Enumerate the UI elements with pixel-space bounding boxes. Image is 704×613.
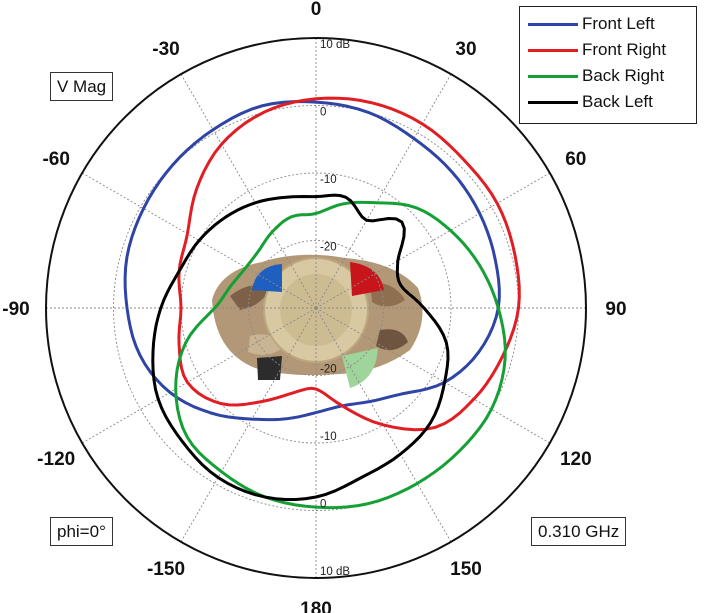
legend-item: Front Left bbox=[520, 11, 696, 37]
helmet-camo-patch-1 bbox=[230, 285, 270, 310]
legend-label: Back Left bbox=[582, 92, 653, 111]
legend-label: Back Right bbox=[582, 66, 665, 85]
grid-spoke bbox=[180, 307, 317, 543]
series-line-front-right bbox=[177, 96, 521, 432]
marker-front-left bbox=[252, 264, 282, 292]
legend-swatch bbox=[528, 48, 578, 52]
marker-back-left bbox=[257, 356, 282, 380]
grid-spoke bbox=[315, 307, 551, 444]
radial-label-top: -20 bbox=[320, 242, 337, 254]
frequency-label: 0.310 GHz bbox=[531, 517, 627, 546]
angle-label: 30 bbox=[455, 39, 476, 60]
radial-label-bottom: -20 bbox=[320, 364, 337, 376]
angle-label: 180 bbox=[300, 599, 332, 613]
angle-label: 0 bbox=[311, 0, 322, 20]
angle-label: 90 bbox=[605, 299, 626, 320]
angle-label: 150 bbox=[450, 559, 482, 580]
legend-label: Front Left bbox=[582, 14, 655, 33]
radial-label-bottom: 10 dB bbox=[320, 566, 350, 578]
quantity-label: V Mag bbox=[50, 72, 114, 101]
angle-label: -120 bbox=[37, 449, 75, 470]
grid-spoke bbox=[180, 73, 317, 309]
legend-swatch bbox=[528, 100, 578, 104]
series-line-back-right bbox=[174, 200, 507, 510]
marker-front-right bbox=[350, 262, 384, 296]
cut-label: phi=0° bbox=[50, 517, 113, 546]
helmet-camo-patch-4 bbox=[376, 329, 408, 351]
legend-item: Back Right bbox=[520, 63, 696, 89]
grid-spoke bbox=[315, 172, 551, 309]
radial-label-top: 0 bbox=[320, 107, 326, 119]
angle-label: 120 bbox=[560, 449, 592, 470]
series-line-front-left bbox=[123, 100, 501, 422]
radial-label-bottom: -10 bbox=[320, 431, 337, 443]
outer-ring bbox=[45, 37, 587, 579]
legend-item: Front Right bbox=[520, 37, 696, 63]
series-lines bbox=[123, 96, 521, 510]
grid-spoke bbox=[315, 307, 452, 543]
helmet-image bbox=[212, 254, 423, 388]
grid-spoke bbox=[81, 172, 317, 309]
radial-label-top: 10 dB bbox=[320, 39, 350, 51]
angle-label: -60 bbox=[42, 149, 69, 170]
legend-swatch bbox=[528, 74, 578, 78]
radial-label-top: -10 bbox=[320, 174, 337, 186]
polar-grid bbox=[45, 37, 587, 579]
angle-label: -150 bbox=[147, 559, 185, 580]
grid-circle bbox=[180, 172, 452, 444]
radial-label-bottom: 0 bbox=[320, 499, 326, 511]
grid-circle bbox=[248, 240, 384, 376]
legend: Front Left Front Right Back Right Back Left bbox=[519, 6, 697, 124]
series-line-back-left bbox=[151, 193, 450, 501]
grid-spoke bbox=[315, 73, 452, 309]
radial-labels: 10 dB 10 dB 0 0 -10 -10 -20 -20 bbox=[320, 39, 350, 578]
grid-spoke bbox=[81, 307, 317, 444]
angle-labels: 0 30 60 90 120 150 180 -150 -120 -90 -60 -30 bbox=[2, 0, 626, 613]
legend-label: Front Right bbox=[582, 40, 667, 59]
marker-back-right bbox=[342, 348, 378, 388]
angle-label: -30 bbox=[152, 39, 179, 60]
legend-swatch bbox=[528, 22, 578, 26]
legend-item: Back Left bbox=[520, 89, 696, 115]
angle-label: -90 bbox=[2, 299, 29, 320]
angle-label: 60 bbox=[565, 149, 586, 170]
